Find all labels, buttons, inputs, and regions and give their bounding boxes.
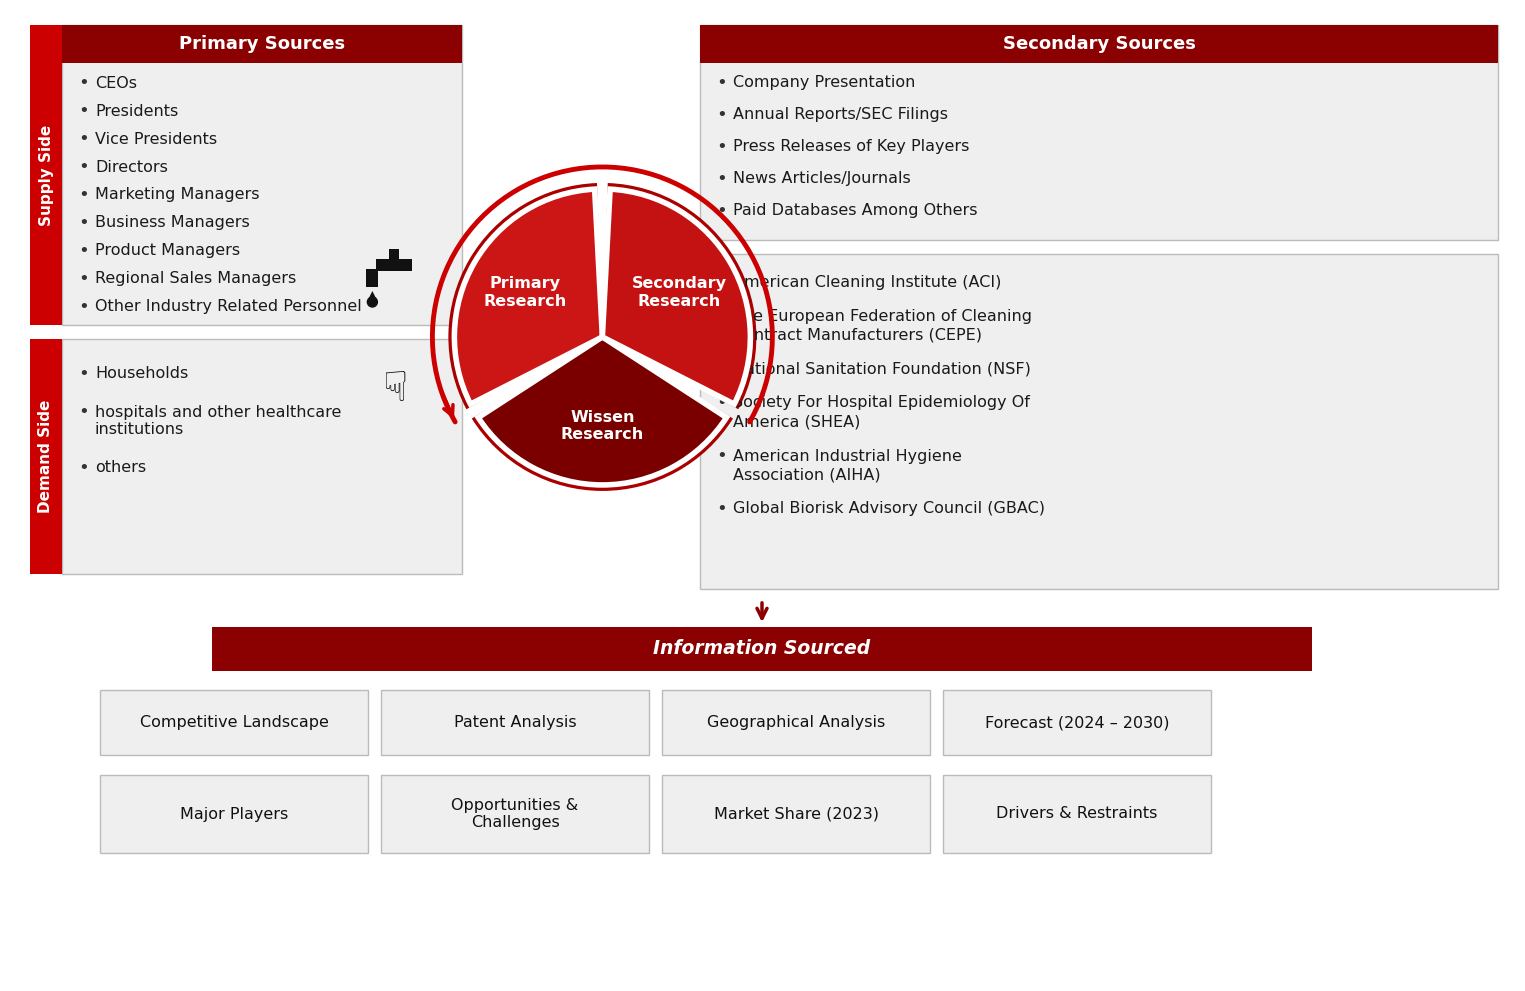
Wedge shape (479, 337, 726, 485)
Text: •: • (717, 106, 727, 124)
Text: •: • (79, 365, 90, 383)
Text: News Articles/Journals: News Articles/Journals (734, 171, 910, 186)
Text: •: • (717, 74, 727, 92)
FancyBboxPatch shape (942, 775, 1211, 853)
Text: American Industrial Hygiene: American Industrial Hygiene (734, 449, 962, 464)
Text: others: others (95, 461, 146, 476)
FancyBboxPatch shape (381, 690, 650, 755)
Text: Presidents: Presidents (95, 103, 178, 119)
Wedge shape (454, 189, 602, 404)
FancyBboxPatch shape (700, 25, 1498, 240)
Text: Directors: Directors (95, 160, 168, 174)
Text: Major Players: Major Players (180, 807, 288, 822)
Wedge shape (448, 183, 602, 409)
FancyBboxPatch shape (63, 25, 462, 325)
Text: ☟: ☟ (381, 368, 407, 410)
FancyBboxPatch shape (942, 690, 1211, 755)
Text: Primary Sources: Primary Sources (178, 35, 345, 53)
Text: •: • (717, 170, 727, 188)
Text: •: • (717, 447, 727, 465)
Text: institutions: institutions (95, 422, 185, 437)
Text: •: • (717, 273, 727, 291)
FancyBboxPatch shape (63, 25, 462, 63)
Text: Opportunities &
Challenges: Opportunities & Challenges (451, 798, 578, 830)
Text: Product Managers: Product Managers (95, 244, 239, 259)
FancyBboxPatch shape (366, 269, 378, 287)
Text: Wissen
Research: Wissen Research (561, 409, 644, 442)
Text: •: • (79, 459, 90, 477)
Wedge shape (602, 183, 756, 409)
Text: •: • (79, 270, 90, 288)
Text: •: • (79, 102, 90, 120)
Text: Marketing Managers: Marketing Managers (95, 187, 259, 202)
Text: Information Sourced: Information Sourced (653, 639, 871, 658)
FancyBboxPatch shape (662, 775, 930, 853)
Text: •: • (79, 242, 90, 260)
Text: Supply Side: Supply Side (38, 125, 53, 226)
Text: Forecast (2024 – 2030): Forecast (2024 – 2030) (985, 715, 1170, 730)
Text: Geographical Analysis: Geographical Analysis (708, 715, 884, 730)
Text: Drivers & Restraints: Drivers & Restraints (996, 807, 1157, 822)
Text: •: • (717, 202, 727, 220)
Text: •: • (717, 360, 727, 378)
Text: Paid Databases Among Others: Paid Databases Among Others (734, 203, 978, 218)
Text: Demand Side: Demand Side (38, 399, 53, 513)
Text: Business Managers: Business Managers (95, 215, 250, 231)
Text: Competitive Landscape: Competitive Landscape (140, 715, 328, 730)
Wedge shape (602, 189, 750, 404)
Text: •: • (79, 186, 90, 204)
FancyBboxPatch shape (377, 259, 412, 271)
Text: •: • (717, 500, 727, 518)
Text: •: • (79, 130, 90, 148)
FancyBboxPatch shape (700, 25, 1498, 63)
Text: hospitals and other healthcare: hospitals and other healthcare (95, 404, 342, 419)
Text: Households: Households (95, 367, 188, 382)
Wedge shape (471, 337, 734, 491)
Text: Market Share (2023): Market Share (2023) (714, 807, 878, 822)
Text: CEOs: CEOs (95, 75, 137, 90)
Text: Secondary
Research: Secondary Research (631, 276, 727, 309)
FancyBboxPatch shape (212, 627, 1312, 671)
Text: Regional Sales Managers: Regional Sales Managers (95, 272, 296, 286)
Text: Secondary Sources: Secondary Sources (1002, 35, 1196, 53)
Text: Other Industry Related Personnel: Other Industry Related Personnel (95, 299, 361, 314)
Text: Society For Hospital Epidemiology Of: Society For Hospital Epidemiology Of (734, 395, 1029, 410)
Text: •: • (79, 158, 90, 176)
Text: •: • (717, 138, 727, 156)
Circle shape (368, 297, 377, 307)
Text: American Cleaning Institute (ACI): American Cleaning Institute (ACI) (734, 275, 1002, 289)
Text: •: • (79, 403, 90, 421)
FancyBboxPatch shape (389, 249, 400, 259)
FancyBboxPatch shape (101, 775, 368, 853)
Text: •: • (717, 307, 727, 325)
Text: •: • (79, 74, 90, 92)
Text: Contract Manufacturers (CEPE): Contract Manufacturers (CEPE) (734, 327, 982, 343)
Text: •: • (79, 214, 90, 232)
Text: The European Federation of Cleaning: The European Federation of Cleaning (734, 308, 1032, 323)
Text: Vice Presidents: Vice Presidents (95, 132, 217, 147)
Text: Primary
Research: Primary Research (483, 276, 567, 309)
Text: Global Biorisk Advisory Council (GBAC): Global Biorisk Advisory Council (GBAC) (734, 501, 1045, 516)
FancyBboxPatch shape (30, 25, 63, 325)
Text: Company Presentation: Company Presentation (734, 75, 915, 90)
FancyBboxPatch shape (381, 775, 650, 853)
FancyBboxPatch shape (662, 690, 930, 755)
FancyBboxPatch shape (700, 254, 1498, 589)
Text: Annual Reports/SEC Filings: Annual Reports/SEC Filings (734, 107, 949, 123)
Text: •: • (79, 298, 90, 316)
Text: Association (AIHA): Association (AIHA) (734, 468, 880, 483)
FancyBboxPatch shape (30, 339, 63, 574)
Text: •: • (717, 394, 727, 412)
Text: Press Releases of Key Players: Press Releases of Key Players (734, 140, 970, 155)
FancyBboxPatch shape (63, 339, 462, 574)
Text: Patent Analysis: Patent Analysis (454, 715, 576, 730)
FancyBboxPatch shape (101, 690, 368, 755)
Polygon shape (368, 291, 377, 301)
Text: National Sanitation Foundation (NSF): National Sanitation Foundation (NSF) (734, 362, 1031, 377)
Text: America (SHEA): America (SHEA) (734, 414, 860, 429)
